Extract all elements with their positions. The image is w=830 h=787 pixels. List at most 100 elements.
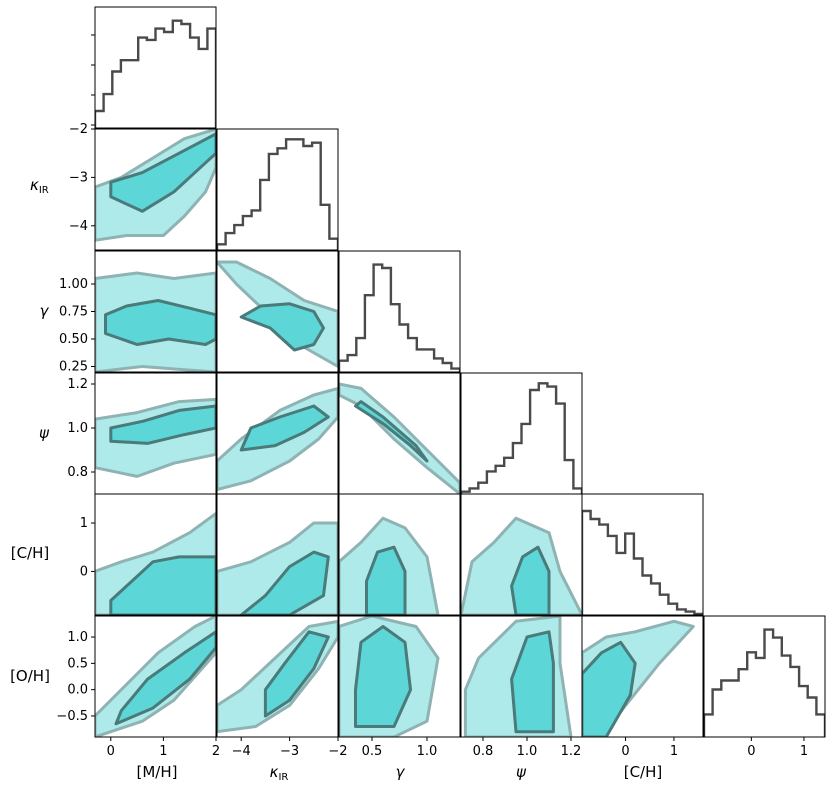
histogram-panel-CH xyxy=(582,509,703,615)
contour-panel-MH-CH xyxy=(95,511,216,615)
x-tick-label-OH: 1 xyxy=(800,744,808,759)
inner-region-psi-CH xyxy=(510,545,551,615)
y-axis-label-CH: [C/H] xyxy=(11,544,50,562)
x-tick-label-psi: 1.2 xyxy=(561,744,582,759)
panel-frame-1-5 xyxy=(216,615,339,738)
inner-region-kappa-gamma xyxy=(239,302,325,352)
panel-frame-5-5 xyxy=(703,615,826,738)
x-tick-label-CH: 1 xyxy=(670,744,678,759)
x-axis-label-gamma: γ xyxy=(396,763,406,781)
y-axis-label-psi: ψ xyxy=(39,424,50,442)
panel-frame-0-4 xyxy=(94,493,217,616)
x-tick-label-kappa: −4 xyxy=(232,744,251,759)
y-tick-label-CH: 0 xyxy=(80,564,88,579)
y-axis-label-kappa-main: κ xyxy=(30,176,39,194)
histogram-panel-gamma xyxy=(339,263,460,372)
panel-frame-0-0 xyxy=(94,6,217,129)
y-tick-label-OH: 1.0 xyxy=(67,630,88,645)
x-tick-label-psi: 1.0 xyxy=(517,744,538,759)
x-axis-label-kappa-sub: IR xyxy=(278,772,288,783)
inner-region-MH-kappa xyxy=(109,132,216,213)
x-tick-label-MH: 2 xyxy=(212,744,220,759)
x-axis-label-kappa-main: κ xyxy=(270,763,279,781)
x-axis-label-MH: [M/H] xyxy=(137,763,178,781)
inner-region-gamma-CH xyxy=(365,545,407,615)
contour-panel-gamma-psi xyxy=(339,382,460,494)
contour-panel-psi-CH xyxy=(461,516,582,615)
inner-region-MH-psi xyxy=(109,404,216,445)
outer-region-gamma-psi xyxy=(339,382,460,494)
y-tick-label-OH: 0.0 xyxy=(67,683,88,698)
inner-region-MH-gamma xyxy=(104,299,216,346)
histogram-line-OH xyxy=(704,628,825,737)
contour-panel-MH-psi xyxy=(95,397,216,478)
y-tick-label-psi: 1.2 xyxy=(67,377,88,392)
panel-frame-0-1 xyxy=(94,128,217,251)
panel-frame-1-1 xyxy=(216,128,339,251)
panel-frame-2-4 xyxy=(338,493,461,616)
panel-frame-0-5 xyxy=(94,615,217,738)
histogram-line-CH xyxy=(582,509,703,615)
x-tick-label-CH: 0 xyxy=(621,744,629,759)
inner-region-MH-OH xyxy=(114,630,216,726)
y-tick-label-gamma: 0.75 xyxy=(59,305,88,320)
x-axis-label-psi: ψ xyxy=(516,763,527,781)
inner-region-MH-CH xyxy=(109,555,216,615)
x-tick-label-MH: 1 xyxy=(159,744,167,759)
y-tick-label-kappa: −3 xyxy=(69,170,88,185)
inner-region-gamma-OH xyxy=(354,625,412,728)
x-tick-label-MH: 0 xyxy=(107,744,115,759)
y-tick-label-psi: 1.0 xyxy=(67,421,88,436)
histogram-line-MH xyxy=(95,19,216,128)
histogram-line-psi xyxy=(461,382,582,494)
x-tick-label-OH: 0 xyxy=(747,744,755,759)
contour-panel-gamma-OH xyxy=(339,616,440,737)
y-axis-label-OH: [O/H] xyxy=(10,667,50,685)
histogram-panel-OH xyxy=(704,628,825,737)
inner-region-kappa-OH xyxy=(263,630,330,718)
y-axis-label-kappa: κIR xyxy=(30,176,49,196)
histogram-panel-psi xyxy=(461,382,582,494)
y-tick-label-psi: 0.8 xyxy=(67,465,88,480)
contour-panel-MH-kappa xyxy=(95,129,216,242)
contour-panel-psi-OH xyxy=(463,616,573,737)
panel-frame-1-4 xyxy=(216,493,339,616)
contour-panel-kappa-CH xyxy=(217,521,338,615)
contour-panel-gamma-CH xyxy=(339,516,440,615)
contour-panel-MH-gamma xyxy=(95,271,216,372)
y-tick-label-kappa: −4 xyxy=(69,219,88,234)
inner-region-kappa-CH xyxy=(239,550,330,615)
y-axis-label-gamma: γ xyxy=(40,302,50,320)
contour-panel-kappa-OH xyxy=(217,619,338,734)
panels-layer: −4−3−20.250.500.751.000.81.01.201−0.50.0… xyxy=(56,6,826,759)
inner-region-psi-OH xyxy=(510,630,555,734)
x-tick-label-gamma: 1.0 xyxy=(417,744,438,759)
y-tick-label-kappa: −2 xyxy=(69,122,88,137)
y-axis-label-kappa-sub: IR xyxy=(39,185,49,196)
contour-panel-kappa-gamma xyxy=(217,260,338,368)
x-tick-label-gamma: 0.5 xyxy=(362,744,383,759)
inner-region-gamma-psi xyxy=(354,400,429,463)
inner-region-kappa-psi xyxy=(239,404,330,452)
x-tick-label-psi: 0.8 xyxy=(473,744,494,759)
x-tick-label-kappa: −2 xyxy=(328,744,347,759)
contour-panel-CH-OH xyxy=(582,619,695,737)
histogram-line-gamma xyxy=(339,263,460,372)
y-tick-label-gamma: 0.25 xyxy=(59,360,88,375)
x-axis-label-CH: [C/H] xyxy=(624,763,663,781)
axis-labels-layer: [M/H] κIR γ ψ [C/H] κIR γ ψ [C/H] [O/H] xyxy=(10,176,662,783)
y-tick-label-gamma: 1.00 xyxy=(59,277,88,292)
y-tick-label-OH: 0.5 xyxy=(67,656,88,671)
panel-frame-4-4 xyxy=(581,493,704,616)
panel-frame-4-5 xyxy=(581,615,704,738)
y-tick-label-gamma: 0.50 xyxy=(59,332,88,347)
x-axis-label-kappa: κIR xyxy=(270,763,289,783)
y-tick-label-CH: 1 xyxy=(80,516,88,531)
histogram-line-kappa xyxy=(217,138,338,250)
y-tick-label-OH: −0.5 xyxy=(56,709,88,724)
panel-frame-1-2 xyxy=(216,250,339,373)
inner-region-CH-OH xyxy=(582,640,637,737)
histogram-panel-kappa xyxy=(217,138,338,250)
histogram-panel-MH xyxy=(95,19,216,128)
